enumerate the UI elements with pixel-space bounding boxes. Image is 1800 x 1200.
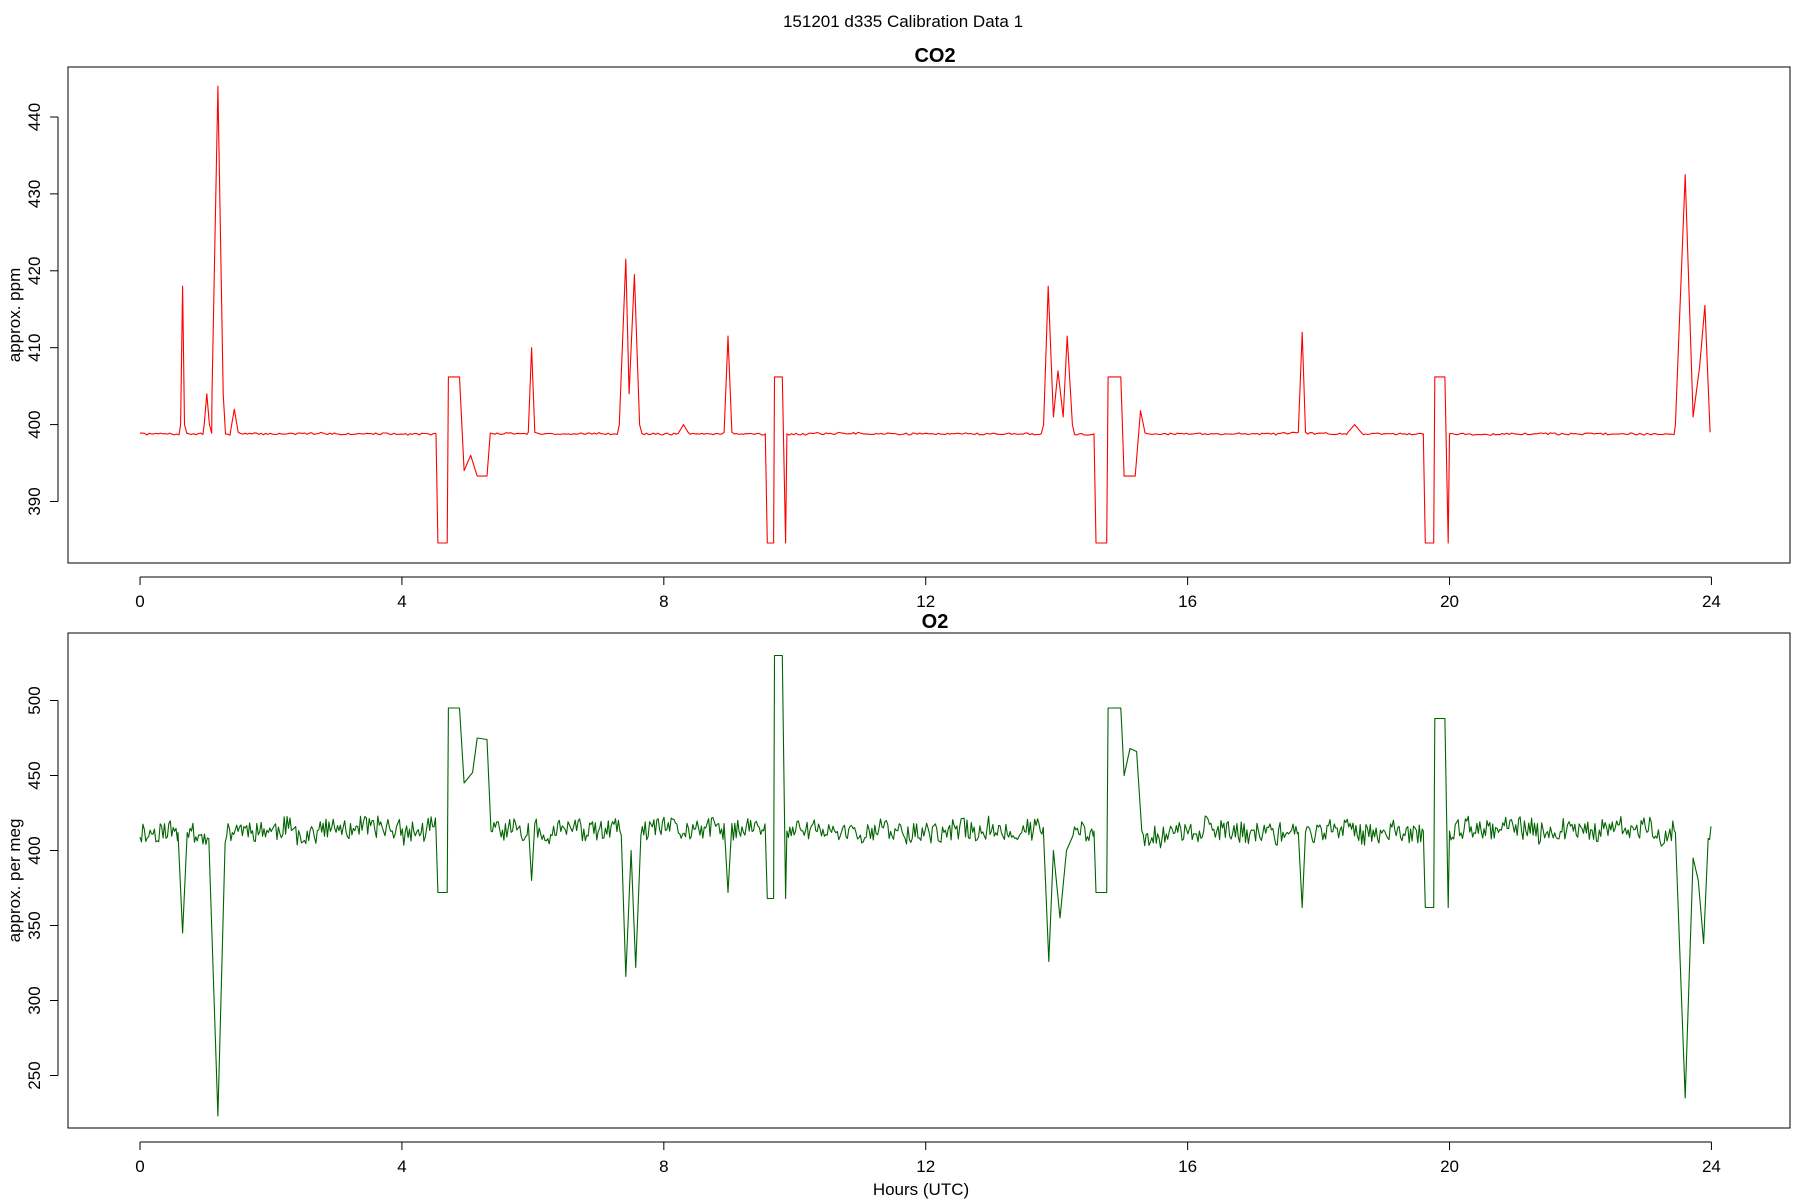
co2-plot-frame [67, 66, 1791, 564]
co2-y-tick-label: 400 [25, 410, 44, 438]
co2-x-tick-label: 12 [916, 592, 935, 611]
co2-x-tick-label: 24 [1702, 592, 1721, 611]
o2-series-line [139, 654, 1712, 1117]
o2-plot-frame [67, 632, 1791, 1129]
o2-y-axis-label: approx. per meg [5, 819, 24, 943]
o2-x-tick-label: 20 [1440, 1157, 1459, 1176]
co2-y-tick-label: 420 [25, 257, 44, 285]
co2-y-tick-label: 430 [25, 180, 44, 208]
co2-y-tick-label: 390 [25, 487, 44, 515]
o2-y-tick-label: 400 [25, 836, 44, 864]
co2-x-tick-label: 0 [135, 592, 144, 611]
o2-panel: O2 0 4 8 12 16 20 24 250 300 350 400 450 500 approx. p… [5, 611, 1791, 1199]
o2-x-tick-label: 12 [916, 1157, 935, 1176]
co2-title: CO2 [914, 45, 955, 67]
o2-x-tick-label: 0 [135, 1157, 144, 1176]
co2-panel: CO2 0 4 8 12 16 20 24 390 400 410 420 430 440 approx. … [5, 45, 1791, 611]
co2-series-line [139, 85, 1711, 544]
co2-y-tick-label: 410 [25, 333, 44, 361]
co2-x-tick-label: 4 [397, 592, 406, 611]
o2-title: O2 [922, 611, 949, 633]
co2-x-tick-label: 20 [1440, 592, 1459, 611]
o2-y-tick-label: 250 [25, 1061, 44, 1089]
co2-x-tick-label: 16 [1178, 592, 1197, 611]
o2-x-tick-label: 8 [659, 1157, 668, 1176]
co2-y-axis-label: approx. ppm [5, 268, 24, 363]
o2-x-tick-label: 16 [1178, 1157, 1197, 1176]
o2-y-tick-label: 350 [25, 911, 44, 939]
o2-x-axis-label: Hours (UTC) [873, 1180, 969, 1199]
o2-x-tick-label: 24 [1702, 1157, 1721, 1176]
figure-title: 151201 d335 Calibration Data 1 [783, 12, 1023, 31]
o2-y-tick-label: 500 [25, 686, 44, 714]
o2-y-tick-label: 450 [25, 761, 44, 789]
o2-x-tick-label: 4 [397, 1157, 406, 1176]
o2-y-tick-label: 300 [25, 986, 44, 1014]
co2-y-tick-label: 440 [25, 103, 44, 131]
co2-x-tick-label: 8 [659, 592, 668, 611]
